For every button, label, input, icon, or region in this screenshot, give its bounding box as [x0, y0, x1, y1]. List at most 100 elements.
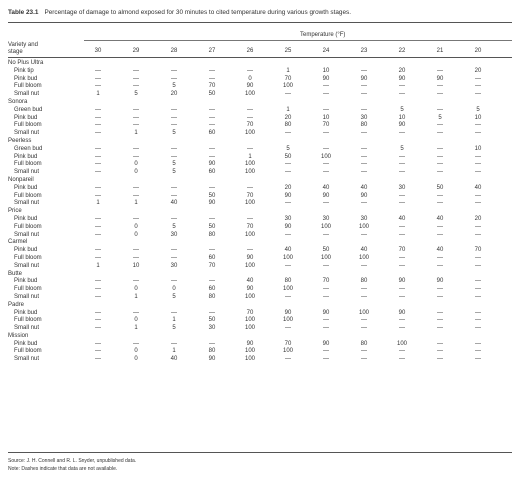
table-cell: —	[95, 153, 101, 160]
stage-label: Small nut	[14, 169, 40, 176]
table-row: Pink bud — — — — 0 70 90 90 90 90 —	[0, 76, 520, 84]
table-cell: —	[247, 106, 253, 113]
table-cell: —	[209, 122, 215, 129]
table-cell: 5	[438, 114, 442, 121]
table-cell: 10	[474, 114, 482, 121]
column-header: 28	[170, 48, 178, 54]
table-cell: —	[133, 192, 139, 199]
table-cell: —	[437, 130, 443, 137]
column-header: 23	[360, 48, 368, 54]
table-cell: 90	[246, 286, 254, 293]
stage-label: Small nut	[14, 130, 40, 137]
table-cell: —	[95, 278, 101, 285]
table-cell: —	[475, 161, 481, 168]
stage-label: Pink bud	[14, 75, 38, 82]
table-cell: —	[209, 247, 215, 254]
table-cell: —	[361, 200, 367, 207]
table-cell: —	[475, 278, 481, 285]
table-cell: 90	[398, 122, 406, 129]
table-cell: 100	[244, 169, 255, 176]
table-cell: 90	[208, 200, 216, 207]
table-cell: —	[437, 83, 443, 90]
table-cell: 90	[246, 83, 254, 90]
table-cell: 5	[172, 169, 176, 176]
table-row: Pink bud — — — — — 30 30 30 40 40 20	[0, 216, 520, 224]
table-cell: —	[285, 200, 291, 207]
variety-row: Mission	[0, 333, 520, 341]
table-cell: —	[475, 348, 481, 355]
table-cell: —	[399, 169, 405, 176]
variety-name: Sonora	[8, 98, 28, 105]
table-cell: —	[399, 262, 405, 269]
table-cell: —	[95, 83, 101, 90]
table-cell: 20	[284, 184, 292, 191]
table-cell: 100	[244, 130, 255, 137]
table-cell: 100	[320, 223, 331, 230]
table-cell: 30	[360, 215, 368, 222]
table-cell: 10	[398, 114, 406, 121]
table-cell: —	[171, 184, 177, 191]
table-cell: 100	[244, 317, 255, 324]
column-header: 20	[474, 48, 482, 54]
table-row: Pink bud — — — — 40 80 70 80 90 90 —	[0, 278, 520, 286]
table-cell: —	[95, 317, 101, 324]
table-cell: —	[399, 200, 405, 207]
table-cell: —	[323, 130, 329, 137]
table-cell: 0	[134, 348, 138, 355]
stage-label: Small nut	[14, 325, 40, 332]
table-cell: —	[437, 325, 443, 332]
table-cell: 10	[474, 145, 482, 152]
table-cell: —	[323, 325, 329, 332]
table-cell: 40	[436, 215, 444, 222]
table-cell: —	[171, 114, 177, 121]
table-cell: —	[399, 192, 405, 199]
table-cell: —	[437, 262, 443, 269]
table-cell: 0	[134, 231, 138, 238]
column-header: 22	[398, 48, 406, 54]
table-cell: 90	[322, 192, 330, 199]
stage-label: Small nut	[14, 91, 40, 98]
table-cell: —	[95, 348, 101, 355]
table-cell: 80	[284, 122, 292, 129]
table-cell: 1	[96, 262, 100, 269]
table-cell: —	[95, 254, 101, 261]
table-cell: —	[209, 309, 215, 316]
table-cell: 100	[244, 356, 255, 363]
table-cell: —	[95, 75, 101, 82]
table-cell: —	[323, 161, 329, 168]
table-row: Pink bud — — — — 70 90 90 100 90 — —	[0, 310, 520, 318]
stage-label: Full bloom	[14, 161, 42, 168]
table-row: Pink bud — — — — — 40 50 40 70 40 70	[0, 247, 520, 255]
table-cell: 100	[244, 325, 255, 332]
column-header: 27	[208, 48, 216, 54]
table-cell: 80	[208, 231, 216, 238]
table-cell: 90	[322, 75, 330, 82]
table-cell: 90	[360, 192, 368, 199]
table-cell: —	[133, 153, 139, 160]
table-cell: 1	[172, 348, 176, 355]
table-cell: 50	[436, 184, 444, 191]
table-cell: 90	[398, 309, 406, 316]
table-cell: —	[247, 215, 253, 222]
table-cell: —	[95, 114, 101, 121]
table-cell: —	[171, 247, 177, 254]
table-cell: —	[247, 145, 253, 152]
table-cell: —	[475, 254, 481, 261]
table-cell: —	[171, 106, 177, 113]
table-cell: —	[437, 309, 443, 316]
table-cell: —	[437, 106, 443, 113]
table-cell: 1	[96, 91, 100, 98]
table-cell: 90	[208, 161, 216, 168]
table-cell: 90	[398, 278, 406, 285]
stage-label: Pink bud	[14, 278, 38, 285]
table-cell: 100	[244, 231, 255, 238]
table-cell: 70	[246, 309, 254, 316]
table-body: No Plus Ultra Pink tip — — — — —1 10—20—20 Pink …	[0, 60, 520, 364]
table-cell: —	[95, 247, 101, 254]
table-cell: 0	[134, 356, 138, 363]
table-cell: —	[361, 153, 367, 160]
table-cell: 100	[244, 293, 255, 300]
table-cell: —	[95, 340, 101, 347]
table-cell: —	[361, 91, 367, 98]
table-cell: —	[437, 67, 443, 74]
